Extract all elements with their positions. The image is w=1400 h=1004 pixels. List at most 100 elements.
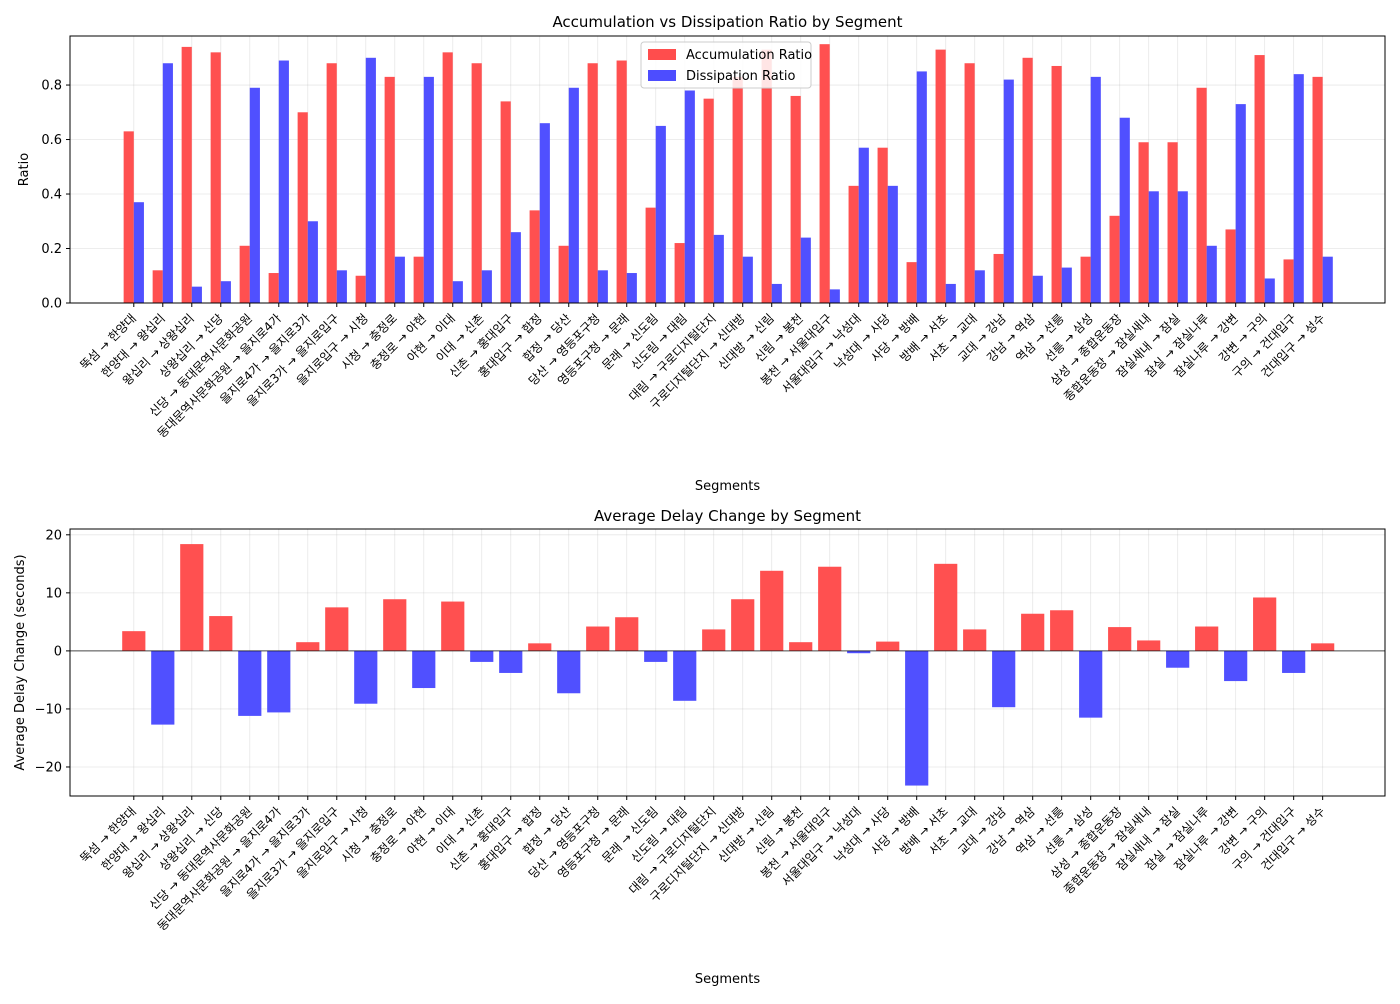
dissipation-bar	[278, 60, 289, 303]
delay-bar	[963, 629, 987, 651]
delay-y-tick-label: 10	[45, 586, 62, 601]
ratio-chart-x-label: Segments	[695, 479, 761, 494]
accumulation-bar	[1312, 76, 1323, 304]
delay-bar	[296, 642, 320, 651]
delay-bar	[702, 629, 726, 651]
delay-bar	[731, 599, 755, 651]
accumulation-bar	[703, 98, 714, 303]
accumulation-bar	[1254, 55, 1265, 304]
delay-bar	[441, 601, 465, 651]
accumulation-bar	[268, 273, 279, 303]
accumulation-bar	[413, 256, 424, 303]
delay-bar	[818, 566, 842, 651]
delay-bar	[209, 616, 233, 651]
accumulation-bar	[1138, 142, 1149, 303]
delay-bar	[1253, 597, 1277, 651]
dissipation-bar	[916, 71, 927, 303]
dissipation-bar	[626, 273, 637, 303]
accumulation-bar	[616, 60, 627, 303]
delay-bar	[992, 650, 1016, 708]
delay-chart-title: Average Delay Change by Segment	[594, 507, 861, 525]
legend-label-dissipation: Dissipation Ratio	[686, 69, 795, 84]
accumulation-bar	[558, 245, 569, 303]
dissipation-bar	[568, 87, 579, 303]
accumulation-bar	[790, 95, 801, 303]
dissipation-bar	[655, 125, 666, 303]
accumulation-bar	[848, 185, 859, 303]
dissipation-bar	[162, 63, 173, 303]
delay-chart-y-axis: −20 −10 0 10 20	[35, 528, 70, 775]
delay-bar	[557, 650, 581, 694]
ratio-chart-y-label: Ratio	[17, 153, 32, 186]
legend-swatch-dissipation	[648, 70, 676, 81]
delay-y-tick-label: −10	[35, 702, 62, 717]
accumulation-bar	[355, 275, 366, 303]
accumulation-bar	[1080, 256, 1091, 303]
dissipation-bar	[800, 237, 811, 303]
dissipation-bar	[1235, 104, 1246, 303]
delay-bar	[1166, 650, 1190, 668]
dissipation-bar	[1061, 267, 1072, 303]
accumulation-bar	[964, 63, 975, 303]
delay-bar	[673, 650, 697, 701]
accumulation-bar	[645, 207, 656, 303]
accumulation-bar	[326, 63, 337, 303]
dissipation-bar	[481, 270, 492, 303]
dissipation-bar	[1293, 74, 1304, 304]
accumulation-bar	[1022, 57, 1033, 304]
delay-bar	[1195, 626, 1219, 651]
delay-bar	[238, 650, 262, 716]
accumulation-bar	[906, 262, 917, 303]
accumulation-bar	[297, 112, 308, 304]
dissipation-bar	[713, 234, 724, 303]
dissipation-bar	[1177, 191, 1188, 303]
ratio-y-tick-label: 0.2	[41, 242, 62, 257]
accumulation-bar	[1283, 259, 1294, 303]
accumulation-bar	[181, 46, 192, 304]
accumulation-bar	[1109, 215, 1120, 303]
delay-bar	[1021, 613, 1045, 651]
dissipation-bar	[1032, 275, 1043, 303]
delay-chart-frame	[69, 528, 1386, 797]
delay-bar	[760, 570, 784, 651]
delay-bar	[905, 650, 929, 786]
ratio-chart-title: Accumulation vs Dissipation Ratio by Seg…	[552, 13, 902, 31]
delay-bar	[789, 642, 813, 651]
delay-y-tick-label: −20	[35, 760, 62, 775]
ratio-chart-frame	[69, 35, 1386, 304]
delay-bar	[1108, 627, 1132, 651]
delay-bar	[412, 650, 436, 689]
dissipation-bar	[133, 202, 144, 303]
dissipation-bar	[1206, 245, 1217, 303]
accumulation-bar	[442, 52, 453, 303]
accumulation-bar	[935, 49, 946, 303]
delay-bar	[847, 650, 871, 654]
delay-y-tick-label: 20	[45, 528, 62, 543]
accumulation-bar	[993, 253, 1004, 303]
dissipation-bar	[945, 283, 956, 303]
delay-bar	[1050, 610, 1074, 651]
dissipation-bar	[539, 123, 550, 303]
ratio-y-tick-label: 0.4	[41, 188, 62, 203]
dissipation-bar	[684, 90, 695, 303]
ratio-chart-legend: Accumulation Ratio Dissipation Ratio	[640, 41, 812, 89]
delay-bar	[528, 643, 552, 651]
delay-bar	[876, 641, 900, 651]
dissipation-bar	[336, 270, 347, 303]
legend-box	[640, 41, 812, 89]
dissipation-bar	[423, 76, 434, 304]
accumulation-bar	[587, 63, 598, 303]
ratio-y-tick-label: 0.0	[41, 297, 62, 312]
delay-bar	[1137, 640, 1161, 651]
dissipation-bar	[249, 87, 260, 303]
ratio-y-tick-label: 0.8	[41, 79, 62, 94]
delay-bar	[499, 650, 523, 673]
delay-bar	[180, 544, 204, 651]
delay-bar	[470, 650, 494, 662]
delay-bar	[1224, 650, 1248, 682]
accumulation-bar	[123, 131, 134, 303]
dissipation-bar	[1119, 117, 1130, 303]
delay-bar	[615, 617, 639, 651]
delay-bar	[122, 631, 146, 651]
